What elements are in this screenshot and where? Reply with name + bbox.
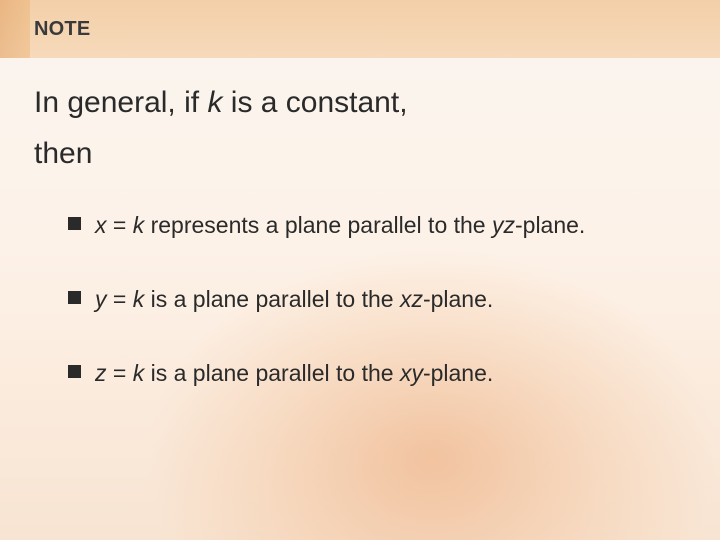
mid-text: represents a plane parallel to the	[144, 212, 492, 238]
plane-var: xy	[400, 360, 423, 386]
list-item: x = k represents a plane parallel to the…	[68, 211, 686, 241]
intro-post: is a constant,	[222, 86, 407, 119]
rhs-var: k	[133, 212, 145, 238]
bullet-icon	[68, 365, 81, 378]
plane-var: xz	[400, 286, 423, 312]
lhs-var: y	[95, 286, 107, 312]
list-item: y = k is a plane parallel to the xz-plan…	[68, 285, 686, 315]
intro-pre: In general, if	[34, 86, 207, 119]
list-item: z = k is a plane parallel to the xy-plan…	[68, 359, 686, 389]
slide-body: In general, if k is a constant, then x =…	[0, 58, 720, 540]
lhs-var: x	[95, 212, 107, 238]
bullet-icon	[68, 217, 81, 230]
plane-suffix: -plane.	[423, 286, 493, 312]
bullet-text-1: x = k represents a plane parallel to the…	[95, 211, 585, 241]
intro-line-1: In general, if k is a constant,	[34, 80, 686, 127]
bullet-icon	[68, 291, 81, 304]
rhs-var: k	[133, 286, 145, 312]
eq-sign: =	[107, 286, 133, 312]
rhs-var: k	[133, 360, 145, 386]
header-band: NOTE	[0, 0, 720, 58]
bullet-text-3: z = k is a plane parallel to the xy-plan…	[95, 359, 493, 389]
lhs-var: z	[95, 360, 107, 386]
plane-suffix: -plane.	[423, 360, 493, 386]
slide-title: NOTE	[34, 18, 90, 41]
plane-suffix: -plane.	[515, 212, 585, 238]
intro-line-2: then	[34, 131, 686, 178]
mid-text: is a plane parallel to the	[144, 286, 400, 312]
plane-var: yz	[492, 212, 515, 238]
header-accent	[0, 0, 30, 58]
eq-sign: =	[107, 212, 133, 238]
bullet-text-2: y = k is a plane parallel to the xz-plan…	[95, 285, 493, 315]
bullet-list: x = k represents a plane parallel to the…	[34, 211, 686, 389]
mid-text: is a plane parallel to the	[144, 360, 400, 386]
eq-sign: =	[107, 360, 133, 386]
intro-var-k: k	[207, 86, 222, 119]
